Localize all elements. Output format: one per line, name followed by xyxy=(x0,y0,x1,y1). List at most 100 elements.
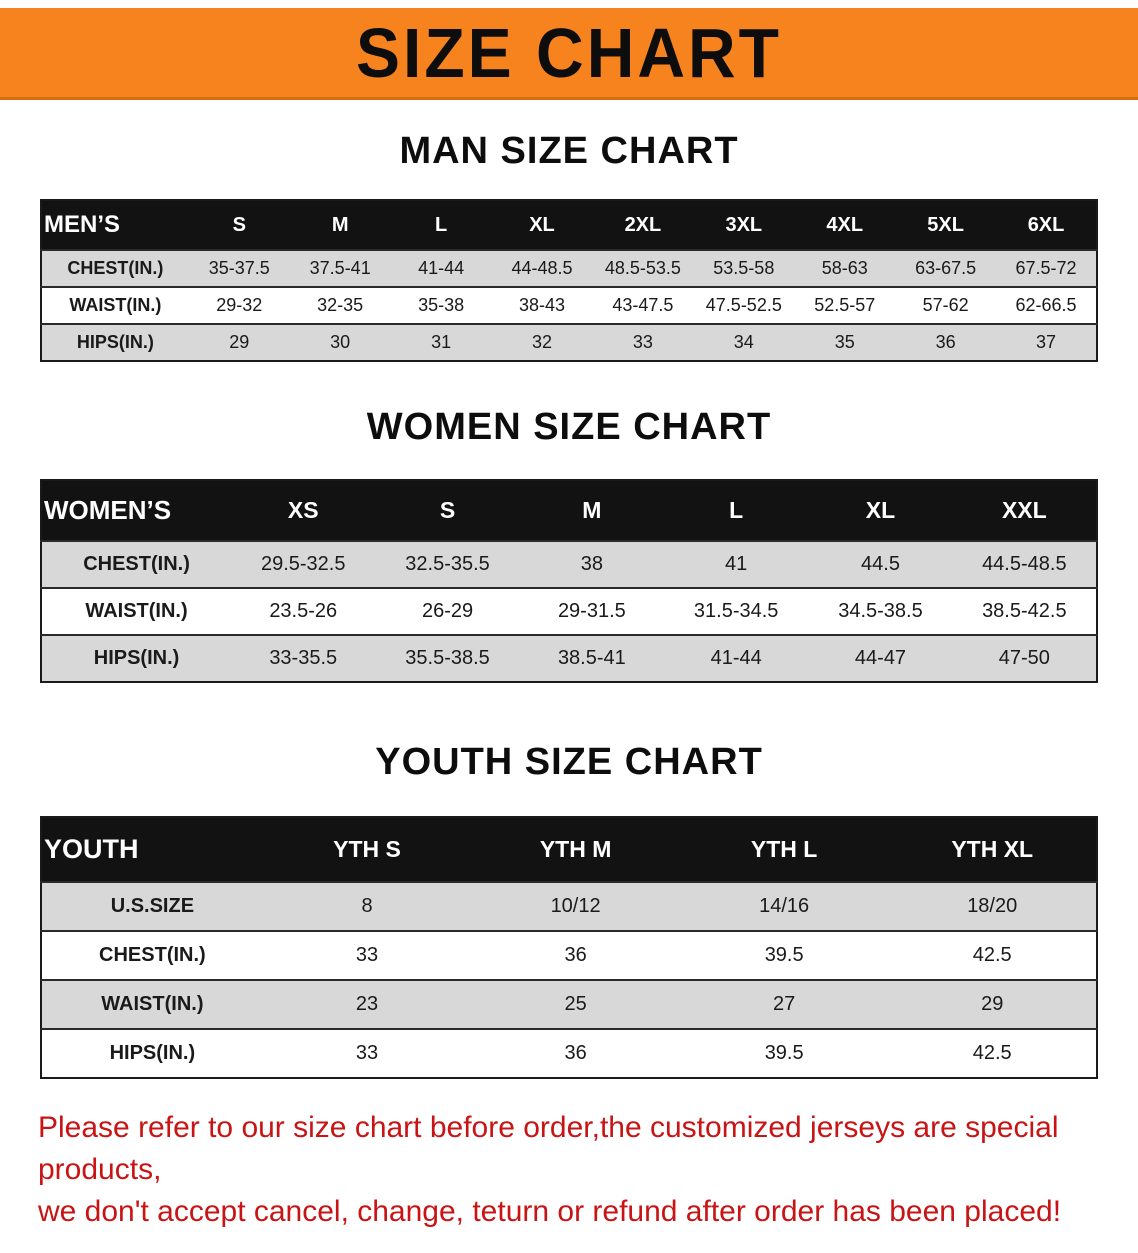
table-cell: 52.5-57 xyxy=(814,295,876,315)
table-header-row: YOUTH YTH S YTH M YTH L YTH XL xyxy=(41,817,1097,882)
table-cell: 41-44 xyxy=(710,647,762,669)
row-label: CHEST(IN.) xyxy=(67,258,164,278)
row-label: HIPS(IN.) xyxy=(109,1042,196,1064)
women-size-table-wrap: WOMEN’S XS S M L XL XXL CHEST(IN.) 29.5-32.5 32.5… xyxy=(40,479,1098,683)
table-corner-label: MEN’S xyxy=(44,211,121,238)
table-cell: 29.5-32.5 xyxy=(260,553,346,575)
table-row: WAIST(IN.) 29-32 32-35 35-38 38-43 43-47.5 47.… xyxy=(41,287,1097,324)
column-header: 4XL xyxy=(826,213,864,236)
table-row: HIPS(IN.) 29 30 31 32 33 34 35 36 37 xyxy=(41,324,1097,361)
order-notice-line-1: Please refer to our size chart before or… xyxy=(38,1111,1059,1186)
table-cell: 23.5-26 xyxy=(269,600,338,622)
row-label: WAIST(IN.) xyxy=(85,600,188,622)
table-cell: 30 xyxy=(330,332,351,352)
table-cell: 14/16 xyxy=(759,895,810,917)
table-row: CHEST(IN.) 33 36 39.5 42.5 xyxy=(41,931,1097,980)
table-cell: 44-48.5 xyxy=(511,258,573,278)
table-cell: 37 xyxy=(1036,332,1057,352)
table-cell: 25 xyxy=(564,993,587,1015)
youth-size-chart-heading: YOUTH SIZE CHART xyxy=(375,741,763,783)
column-header: XL xyxy=(529,213,555,236)
row-label: U.S.SIZE xyxy=(110,895,195,917)
table-cell: 37.5-41 xyxy=(309,258,371,278)
table-cell: 29 xyxy=(981,993,1004,1015)
order-notice: Please refer to our size chart before or… xyxy=(38,1107,1100,1233)
man-size-chart-section: MAN SIZE CHART MEN’S S M L XL 2XL 3XL 4XL 5XL 6XL… xyxy=(0,130,1138,362)
table-cell: 38.5-42.5 xyxy=(982,600,1067,622)
table-cell: 36 xyxy=(564,944,587,966)
youth-size-table-wrap: YOUTH YTH S YTH M YTH L YTH XL U.S.SIZE 8 10/12… xyxy=(40,816,1098,1079)
women-size-table: WOMEN’S XS S M L XL XXL CHEST(IN.) 29.5-32.5 32.5… xyxy=(40,479,1098,683)
table-cell: 57-62 xyxy=(922,295,969,315)
column-header: XL xyxy=(865,497,896,523)
column-header: XS xyxy=(287,497,319,523)
table-cell: 33 xyxy=(632,332,653,352)
table-corner-label: WOMEN’S xyxy=(44,495,172,525)
table-row: HIPS(IN.) 33 36 39.5 42.5 xyxy=(41,1029,1097,1078)
table-corner-label: YOUTH xyxy=(44,834,139,864)
table-cell: 44-47 xyxy=(854,647,907,669)
table-cell: 43-47.5 xyxy=(612,295,674,315)
column-header: YTH S xyxy=(333,836,401,862)
table-cell: 38-43 xyxy=(518,295,566,315)
size-chart-banner: SIZE CHART xyxy=(0,8,1138,100)
table-cell: 42.5 xyxy=(972,1042,1012,1064)
table-cell: 42.5 xyxy=(972,944,1012,966)
table-cell: 39.5 xyxy=(764,944,804,966)
table-cell: 41-44 xyxy=(418,258,465,278)
table-cell: 29 xyxy=(229,332,250,352)
table-cell: 44.5 xyxy=(861,553,900,575)
man-size-table: MEN’S S M L XL 2XL 3XL 4XL 5XL 6XL CHEST(IN.) 35-37… xyxy=(40,199,1098,362)
youth-size-table: YOUTH YTH S YTH M YTH L YTH XL U.S.SIZE 8 10/12… xyxy=(40,816,1098,1079)
table-cell: 18/20 xyxy=(967,895,1018,917)
table-cell: 36 xyxy=(564,1042,587,1064)
table-cell: 32.5-35.5 xyxy=(405,553,490,575)
column-header: 6XL xyxy=(1027,213,1065,236)
table-cell: 47-50 xyxy=(998,647,1050,669)
row-label: WAIST(IN.) xyxy=(69,295,162,315)
column-header: YTH M xyxy=(539,836,612,862)
table-cell: 10/12 xyxy=(550,895,601,917)
column-header: YTH L xyxy=(750,836,818,862)
table-cell: 48.5-53.5 xyxy=(604,258,681,278)
row-label: CHEST(IN.) xyxy=(83,553,190,575)
column-header: YTH XL xyxy=(951,836,1034,862)
table-cell: 33 xyxy=(355,944,379,966)
table-row: CHEST(IN.) 35-37.5 37.5-41 41-44 44-48.5 48.5… xyxy=(41,250,1097,287)
man-size-chart-heading: MAN SIZE CHART xyxy=(399,130,739,172)
column-header: 5XL xyxy=(927,213,964,236)
table-cell: 32-35 xyxy=(317,295,364,315)
table-row: WAIST(IN.) 23.5-26 26-29 29-31.5 31.5-34.5 34… xyxy=(41,588,1097,635)
table-header-row: WOMEN’S XS S M L XL XXL xyxy=(41,480,1097,541)
row-label: HIPS(IN.) xyxy=(76,332,154,352)
table-cell: 26-29 xyxy=(421,600,474,622)
table-cell: 31.5-34.5 xyxy=(693,600,779,622)
table-cell: 33 xyxy=(355,1042,379,1064)
table-cell: 27 xyxy=(773,993,796,1015)
table-cell: 38 xyxy=(580,553,603,575)
column-header: 2XL xyxy=(624,213,662,236)
column-header: L xyxy=(729,497,744,523)
table-cell: 58-63 xyxy=(821,258,868,278)
row-label: WAIST(IN.) xyxy=(101,993,204,1015)
table-cell: 53.5-58 xyxy=(713,258,775,278)
column-header: S xyxy=(232,213,246,236)
table-cell: 35.5-38.5 xyxy=(405,647,490,669)
column-header: S xyxy=(439,497,456,523)
column-header: M xyxy=(331,213,349,236)
table-cell: 23 xyxy=(355,993,379,1015)
table-cell: 67.5-72 xyxy=(1015,258,1077,278)
table-cell: 63-67.5 xyxy=(915,258,977,278)
table-cell: 44.5-48.5 xyxy=(982,553,1067,575)
table-cell: 41 xyxy=(725,553,748,575)
row-label: HIPS(IN.) xyxy=(93,647,180,669)
table-row: HIPS(IN.) 33-35.5 35.5-38.5 38.5-41 41-44 44-… xyxy=(41,635,1097,682)
table-cell: 31 xyxy=(431,332,452,352)
column-header: XXL xyxy=(1001,497,1047,523)
table-cell: 62-66.5 xyxy=(1015,295,1077,315)
row-label: CHEST(IN.) xyxy=(99,944,206,966)
youth-size-chart-section: YOUTH SIZE CHART YOUTH YTH S YTH M YTH L YTH… xyxy=(0,741,1138,1079)
women-size-chart-heading: WOMEN SIZE CHART xyxy=(366,406,772,448)
table-cell: 8 xyxy=(361,895,373,917)
table-row: WAIST(IN.) 23 25 27 29 xyxy=(41,980,1097,1029)
